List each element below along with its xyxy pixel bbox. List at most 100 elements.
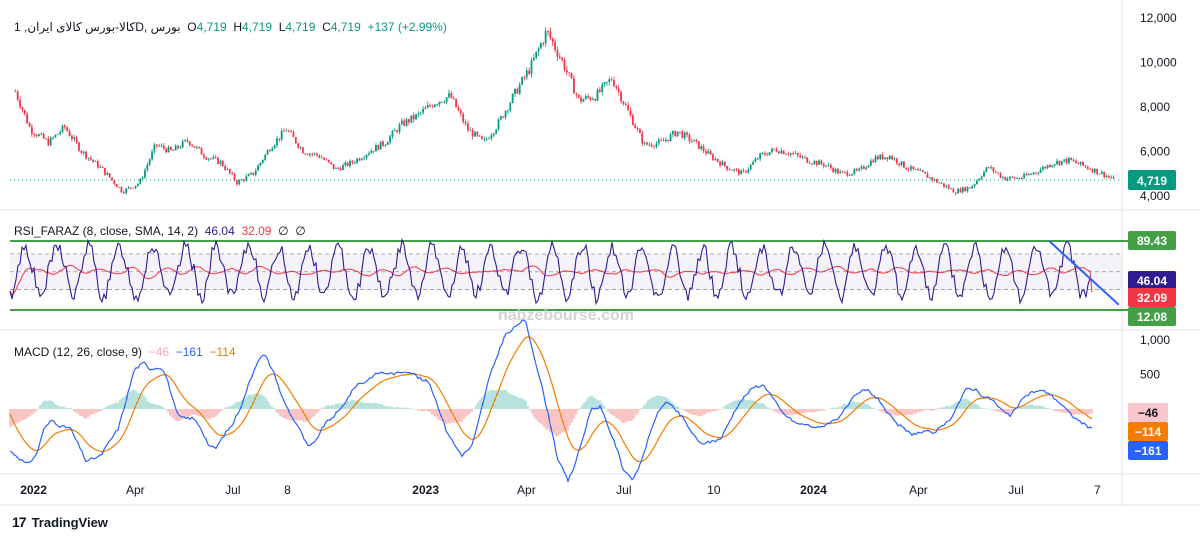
candle-body bbox=[664, 139, 667, 142]
macd-histogram-bar bbox=[71, 409, 73, 410]
candle-body bbox=[994, 171, 997, 173]
candle-body bbox=[466, 123, 469, 131]
macd-histogram-bar bbox=[337, 403, 339, 409]
candle-body bbox=[985, 167, 988, 172]
rsi-badge bbox=[1128, 271, 1176, 290]
candle-body bbox=[443, 102, 446, 103]
candle-body bbox=[344, 162, 347, 166]
candle-body bbox=[565, 70, 568, 73]
macd-histogram-bar bbox=[913, 409, 915, 414]
rsi-legend[interactable]: RSI_FARAZ (8, close, SMA, 14, 2) 46.04 3… bbox=[14, 224, 306, 238]
macd-histogram-bar bbox=[79, 409, 81, 416]
candle-body bbox=[1020, 178, 1023, 179]
candle-body bbox=[1001, 177, 1004, 178]
candle-body bbox=[283, 130, 285, 132]
macd-histogram-bar bbox=[493, 390, 495, 409]
candle-body bbox=[177, 145, 179, 148]
candle-body bbox=[813, 161, 816, 164]
macd-histogram-bar bbox=[19, 409, 21, 422]
macd-histogram-bar bbox=[1085, 409, 1087, 415]
macd-y-tick-label: 500 bbox=[1140, 368, 1160, 382]
candle-body bbox=[789, 153, 792, 155]
candle-body bbox=[167, 146, 170, 153]
candle-body bbox=[895, 158, 898, 164]
candle-body bbox=[563, 59, 566, 71]
macd-histogram-bar bbox=[421, 409, 423, 412]
x-tick-label: Apr bbox=[126, 483, 145, 497]
macd-histogram-bar bbox=[43, 400, 45, 409]
candle-body bbox=[108, 173, 111, 178]
macd-histogram-bar bbox=[601, 403, 603, 409]
macd-histogram-bar bbox=[39, 405, 41, 409]
candle-body bbox=[596, 89, 599, 101]
macd-badge-label: −46 bbox=[1138, 406, 1159, 420]
candle-body bbox=[681, 131, 684, 139]
candle-body bbox=[61, 125, 64, 133]
macd-badge bbox=[1128, 441, 1168, 460]
macd-histogram-bar bbox=[317, 409, 319, 413]
macd-histogram-bar bbox=[151, 403, 153, 409]
macd-histogram-bar bbox=[173, 409, 175, 420]
macd-histogram-bar bbox=[789, 409, 791, 415]
candle-body bbox=[683, 132, 686, 139]
macd-histogram-bar bbox=[259, 394, 261, 409]
candle-body bbox=[796, 153, 799, 156]
macd-histogram-bar bbox=[899, 409, 901, 415]
macd-histogram-bar bbox=[853, 401, 855, 409]
rsi-badge-label: 32.09 bbox=[1137, 291, 1167, 305]
candle-body bbox=[170, 146, 172, 150]
candle-body bbox=[290, 131, 293, 133]
macd-histogram-bar bbox=[129, 391, 131, 409]
candle-body bbox=[674, 131, 677, 137]
candle-body bbox=[806, 157, 809, 163]
macd-histogram-bar bbox=[743, 399, 745, 409]
macd-histogram-bar bbox=[657, 395, 659, 409]
candle-body bbox=[591, 99, 594, 100]
macd-histogram-bar bbox=[659, 395, 661, 409]
candle-body bbox=[226, 168, 229, 170]
macd-histogram-bar bbox=[149, 403, 151, 409]
candle-body bbox=[129, 187, 132, 189]
candle-body bbox=[714, 158, 717, 160]
macd-histogram-bar bbox=[849, 402, 851, 409]
candle-body bbox=[346, 162, 349, 166]
macd-histogram-bar bbox=[571, 409, 573, 423]
macd-histogram-bar bbox=[587, 397, 589, 409]
candle-body bbox=[323, 157, 326, 160]
macd-histogram-bar bbox=[485, 393, 487, 409]
main-legend[interactable]: کالا-بورس کالای ایران, 1D, بورس O4,719 H… bbox=[14, 20, 447, 34]
candle-body bbox=[415, 114, 417, 120]
macd-histogram-bar bbox=[147, 401, 149, 409]
macd-histogram-bar bbox=[993, 409, 995, 411]
macd-histogram-bar bbox=[925, 409, 927, 411]
candle-body bbox=[610, 79, 613, 81]
rsi-title: RSI_FARAZ (8, close, SMA, 14, 2) bbox=[14, 224, 199, 238]
candle-body bbox=[422, 109, 424, 113]
macd-badge-label: −161 bbox=[1134, 444, 1161, 458]
macd-histogram-bar bbox=[649, 398, 651, 409]
macd-histogram-bar bbox=[623, 409, 625, 424]
candle-body bbox=[99, 166, 102, 168]
candle-body bbox=[825, 165, 828, 167]
candle-body bbox=[947, 185, 950, 189]
candle-body bbox=[118, 187, 120, 188]
macd-histogram-bar bbox=[1041, 406, 1043, 409]
candle-body bbox=[139, 179, 142, 184]
macd-histogram-bar bbox=[77, 409, 79, 414]
macd-histogram-bar bbox=[679, 408, 681, 410]
macd-histogram-bar bbox=[327, 405, 329, 409]
macd-histogram-bar bbox=[947, 405, 949, 409]
candle-body bbox=[745, 170, 747, 173]
macd-legend[interactable]: MACD (12, 26, close, 9) −46 −161 −114 bbox=[14, 345, 236, 359]
tradingview-logo[interactable]: 17 TradingView bbox=[12, 514, 108, 530]
candle-body bbox=[575, 93, 578, 95]
macd-histogram-bar bbox=[851, 401, 853, 409]
candle-body bbox=[554, 42, 556, 51]
candle-body bbox=[648, 144, 651, 146]
candle-body bbox=[627, 105, 630, 111]
candle-body bbox=[474, 131, 476, 137]
macd-histogram-bar bbox=[941, 407, 943, 409]
candle-body bbox=[643, 142, 646, 144]
candle-body bbox=[219, 160, 222, 164]
macd-histogram-bar bbox=[357, 400, 359, 409]
